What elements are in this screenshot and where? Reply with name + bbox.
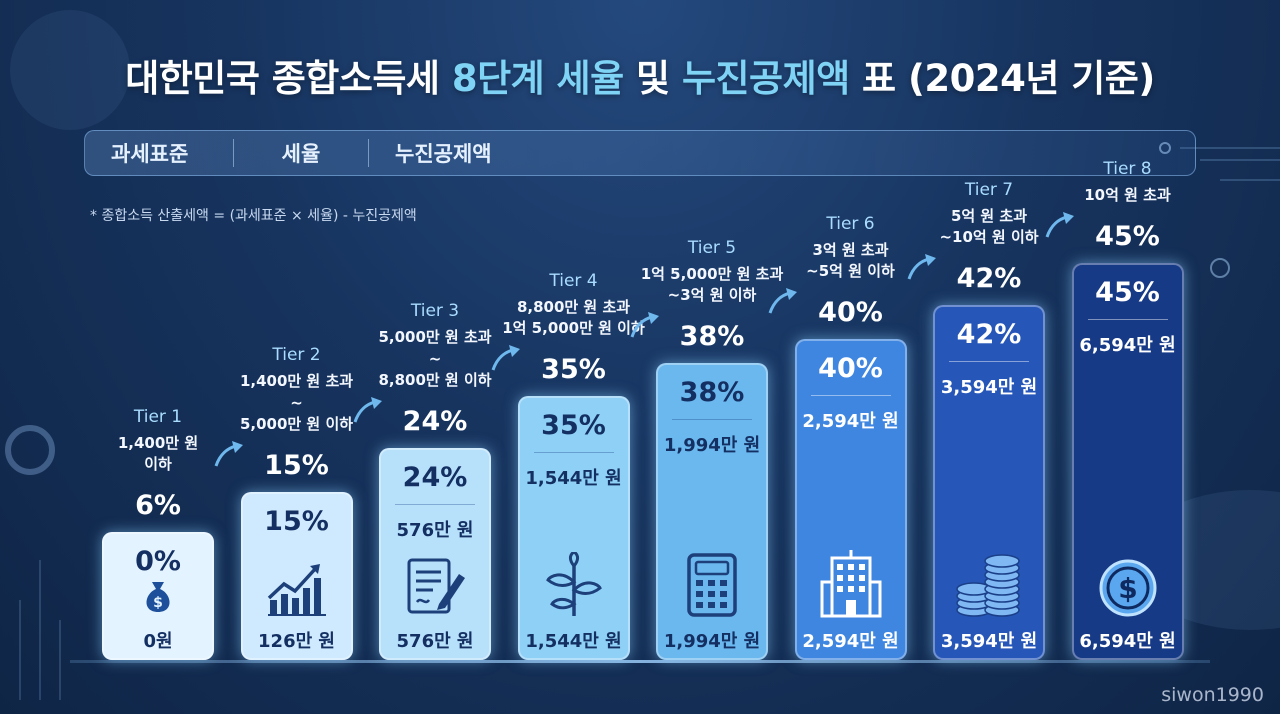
tier-arrow-icon [905,253,939,287]
chart-baseline [70,660,1210,663]
tier-bar-divider [1087,319,1168,320]
document-pen-icon [403,556,467,622]
tier-label: Tier 3 [410,300,460,321]
tier-arrow-icon [351,396,385,430]
watermark: siwon1990 [1161,684,1264,706]
tier-label: Tier 2 [272,344,321,365]
tier-arrow-icon [489,344,523,378]
tier-rate-in-bar: 15% [264,506,329,537]
tier-bar-divider [949,361,1029,362]
tier-rate-top: 42% [956,263,1022,294]
tier-range-line: 1억 5,000만 원 이하 [502,319,645,338]
tier-bar [656,363,768,660]
tier-range-line: 1,400만 원 [117,433,199,452]
tier-range-line: ~10억 원 이하 [939,228,1039,247]
tier-range-line: ~5억 원 이하 [806,262,895,281]
tier-rate-top: 35% [541,354,606,385]
tier-deduction-bottom: 126만 원 [258,631,335,652]
tier-range-line: 5,000만 원 이하 [239,415,354,434]
calculator-icon [686,552,738,622]
money-bag-icon: $ [136,574,180,622]
tier-rate-in-bar: 35% [541,410,606,441]
tier-rate-in-bar: 24% [402,462,468,493]
tier-deduction-bottom: 3,594만 원 [940,631,1038,652]
tier-deduction-bottom: 6,594만 원 [1079,631,1176,652]
tier-deduction-in-bar: 1,994만 원 [663,435,761,456]
formula-note: * 종합소득 산출세액 = (과세표준 × 세율) - 누진공제액 [90,208,417,224]
tier-range-label: 8,800만 원 초과 1억 5,000만 원 이하 [488,297,660,341]
tier-range-line: ~ [428,349,442,368]
tier-rate-top: 24% [402,406,468,437]
tier-rate-in-bar: 42% [956,319,1022,350]
tier-range-label: 10억 원 초과 [1042,185,1214,207]
header-tax-base: 과세표준 [111,142,189,166]
tier-bar-divider [395,504,475,505]
tier-bar [240,492,353,660]
tier-range-line: ~ [290,393,303,412]
tier-arrow-icon [628,311,662,345]
tier-range-line: 1,400만 원 초과 [239,371,354,390]
tier-range-line: ~3억 원 이하 [667,286,757,305]
tier-range-label: 3억 원 초과 ~5억 원 이하 [765,240,937,284]
tier-deduction-bottom: 2,594만 원 [802,631,899,652]
tier-range-label: 5억 원 초과 ~10억 원 이하 [903,206,1075,250]
tier-bar-divider [533,452,614,453]
tier-rate-in-bar: 38% [679,377,745,408]
tier-arrow-icon [766,287,800,321]
tier-range-label: 1억 5,000만 원 초과 ~3억 원 이하 [626,264,798,308]
tier-range-label: 5,000만 원 초과 ~8,800만 원 이하 [349,327,521,392]
tier-rate-in-bar: 45% [1095,277,1160,308]
page-title: 대한민국 종합소득세 8단계 세율 및 누진공제액 표 (2024년 기준) [125,57,1155,100]
building-icon [820,548,882,622]
tier-rate-in-bar: 40% [818,353,883,384]
tier-bar [379,448,491,660]
tier-rate-top: 45% [1095,221,1160,252]
tier-range-line: 1억 5,000만 원 초과 [640,264,784,283]
tier-label: Tier 4 [549,270,598,291]
tier-range-line: 이하 [144,455,172,474]
header-deduction: 누진공제액 [395,142,492,166]
tier-deduction-bottom: 576만 원 [396,631,474,652]
tier-label: Tier 6 [826,213,875,234]
growth-chart-icon [266,558,328,622]
tier-rate-top: 6% [135,490,181,521]
tier-label: Tier 8 [1103,159,1152,180]
tier-arrow-icon [1043,211,1077,245]
header-divider [368,139,369,167]
tier-range-line: 10억 원 초과 [1084,186,1171,205]
plant-icon [544,550,604,622]
tier-range-line: 3억 원 초과 [812,240,889,259]
tier-arrow-icon [212,440,246,474]
tier-deduction-in-bar: 6,594만 원 [1079,335,1176,356]
tier-rate-top: 40% [818,297,883,328]
coin-stack-icon [954,552,1024,622]
svg-text:$: $ [1118,572,1137,605]
tier-deduction-in-bar: 3,594만 원 [940,377,1038,398]
tier-label: Tier 1 [133,406,183,427]
svg-text:$: $ [153,595,163,611]
tier-range-line: 5,000만 원 초과 [378,327,492,346]
tier-range-line: 8,800만 원 이하 [378,371,492,390]
tier-range-line: 8,800만 원 초과 [516,297,631,316]
tier-range-label: 1,400만 원 초과 ~5,000만 원 이하 [211,371,383,436]
tier-rate-top: 38% [679,321,745,352]
tier-label: Tier 7 [964,179,1014,200]
tier-deduction-bottom: 1,994만 원 [663,631,761,652]
tier-deduction-in-bar: 2,594만 원 [802,411,899,432]
tier-deduction-in-bar: 1,544만 원 [525,468,622,489]
tier-label: Tier 5 [687,237,737,258]
dollar-coin-icon: $ [1098,558,1158,622]
tier-bar-divider [672,419,752,420]
tier-rate-top: 15% [264,450,329,481]
tier-deduction-bottom: 0원 [143,631,173,652]
tier-rate-in-bar: 0% [135,546,181,577]
tier-deduction-bottom: 1,544만 원 [525,631,622,652]
tier-deduction-in-bar: 576만 원 [396,520,474,541]
column-header-bar: 과세표준 세율 누진공제액 [84,130,1196,176]
tier-range-line: 5억 원 초과 [950,206,1028,225]
header-divider [233,139,234,167]
header-tax-rate: 세율 [281,142,321,166]
tier-bar-divider [810,395,891,396]
